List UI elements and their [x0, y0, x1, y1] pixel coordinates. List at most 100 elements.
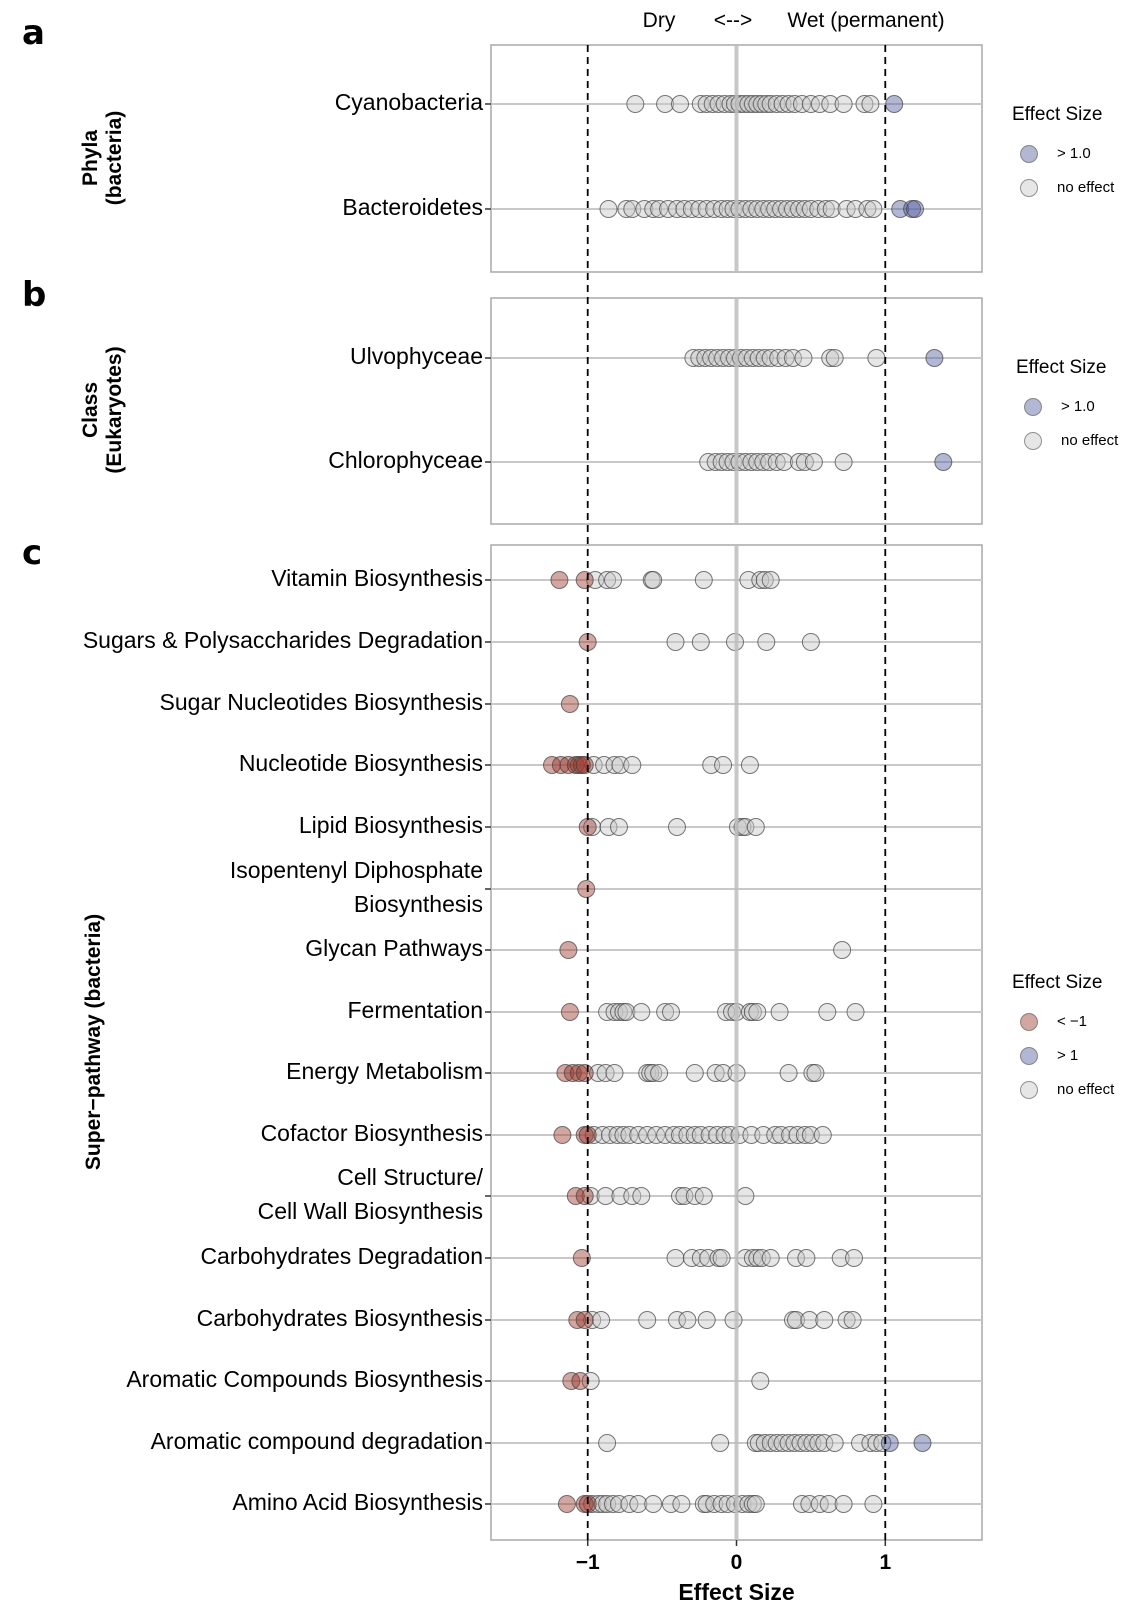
legend-swatch — [1020, 1081, 1038, 1099]
no-effect-point — [761, 349, 780, 367]
panel-letter: b — [22, 275, 46, 315]
no-effect-point — [605, 1064, 624, 1082]
no-effect-point — [837, 1311, 856, 1329]
legend-swatch — [1020, 145, 1038, 163]
x-tick-label: 0 — [731, 1551, 743, 1574]
no-effect-point — [746, 818, 765, 836]
no-effect-point — [711, 1434, 730, 1452]
row-label: Cell Wall Biosynthesis — [258, 1198, 483, 1224]
row: Sugar Nucleotides Biosynthesis — [160, 689, 982, 715]
row: Carbohydrates Degradation — [200, 1243, 982, 1269]
no-effect-point — [855, 95, 874, 113]
no-effect-point — [671, 1126, 689, 1144]
no-effect-point — [821, 95, 840, 113]
no-effect-point — [685, 1126, 704, 1144]
no-effect-point — [843, 1311, 862, 1329]
no-effect-point — [610, 1003, 628, 1021]
no-effect-point — [685, 1064, 704, 1082]
no-effect-point — [682, 200, 701, 218]
row-label: Energy Metabolism — [286, 1058, 483, 1084]
legend-title: Effect Size — [1012, 972, 1102, 993]
no-effect-point — [751, 571, 770, 589]
panel-letter: a — [22, 13, 45, 53]
row-label: Carbohydrates Degradation — [200, 1243, 483, 1269]
panel-b: b Class (Eukaryotes) Ulvophyceae Chlorophyce… — [22, 275, 983, 525]
no-effect-point — [715, 1126, 734, 1144]
no-effect-point — [801, 633, 820, 651]
no-effect-point — [864, 200, 883, 218]
no-effect-point — [818, 1003, 837, 1021]
negative-effect-point — [572, 1249, 591, 1267]
row-label: Vitamin Biosynthesis — [271, 565, 483, 591]
header-dry-label: Dry — [643, 9, 676, 32]
no-effect-point — [743, 1003, 762, 1021]
negative-effect-point — [559, 941, 578, 959]
no-effect-point — [819, 1495, 838, 1513]
no-effect-point — [736, 1187, 755, 1205]
no-effect-point — [845, 1249, 863, 1267]
no-effect-point — [779, 95, 798, 113]
no-effect-point — [599, 200, 618, 218]
no-effect-point — [739, 1495, 758, 1513]
no-effect-point — [833, 941, 852, 959]
no-effect-point — [665, 1126, 683, 1144]
x-tick-label: −1 — [576, 1551, 600, 1574]
no-effect-point — [668, 818, 686, 836]
no-effect-point — [755, 349, 774, 367]
row-label: Lipid Biosynthesis — [299, 812, 483, 838]
row-label: Aromatic Compounds Biosynthesis — [126, 1366, 483, 1392]
no-effect-point — [851, 1434, 869, 1452]
no-effect-point — [770, 1003, 789, 1021]
no-effect-point — [596, 1187, 615, 1205]
no-effect-point — [861, 95, 880, 113]
no-effect-point — [668, 200, 686, 218]
no-effect-point — [623, 756, 642, 774]
row-label: Bacteroidetes — [342, 194, 483, 220]
legend-label: > 1.0 — [1061, 398, 1095, 415]
no-effect-point — [748, 1003, 767, 1021]
legend-swatch — [1024, 432, 1042, 450]
no-effect-point — [601, 1126, 619, 1144]
no-effect-point — [690, 200, 709, 218]
no-effect-point — [809, 1434, 828, 1452]
no-effect-point — [671, 95, 689, 113]
no-effect-point — [638, 1311, 657, 1329]
legend-swatch — [1020, 1047, 1038, 1065]
no-effect-point — [614, 1126, 633, 1144]
no-effect-point — [715, 95, 734, 113]
no-effect-point — [757, 633, 776, 651]
row: Cyanobacteria — [335, 89, 982, 115]
no-effect-point — [644, 200, 663, 218]
row: Energy Metabolism — [286, 1058, 982, 1084]
positive-effect-point — [880, 1434, 899, 1452]
x-tick-label: 1 — [879, 1551, 891, 1574]
no-effect-point — [705, 1495, 724, 1513]
no-effect-point — [825, 1434, 844, 1452]
row: Cell Structure/Cell Wall Biosynthesis — [258, 1164, 982, 1224]
no-effect-point — [825, 349, 844, 367]
negative-effect-point — [551, 756, 570, 774]
no-effect-point — [784, 349, 802, 367]
row: Bacteroidetes — [342, 194, 982, 220]
no-effect-point — [787, 1311, 805, 1329]
negative-effect-point — [575, 1311, 594, 1329]
no-effect-point — [809, 200, 828, 218]
x-axis: −1 0 1 Effect Size — [576, 1540, 891, 1605]
no-effect-point — [714, 1064, 733, 1082]
no-effect-point — [678, 1311, 697, 1329]
no-effect-point — [581, 1187, 600, 1205]
reference-lines — [586, 45, 887, 1540]
no-effect-point — [598, 571, 617, 589]
row: Chlorophyceae — [328, 447, 982, 473]
header-wet-label: Wet (permanent) — [787, 9, 944, 32]
negative-effect-point — [575, 571, 594, 589]
no-effect-point — [675, 200, 694, 218]
positive-effect-point — [906, 200, 924, 218]
no-effect-point — [766, 1126, 785, 1144]
no-effect-point — [801, 200, 820, 218]
no-effect-point — [593, 1126, 612, 1144]
no-effect-point — [790, 453, 808, 471]
no-effect-point — [656, 95, 675, 113]
no-effect-point — [644, 1064, 663, 1082]
